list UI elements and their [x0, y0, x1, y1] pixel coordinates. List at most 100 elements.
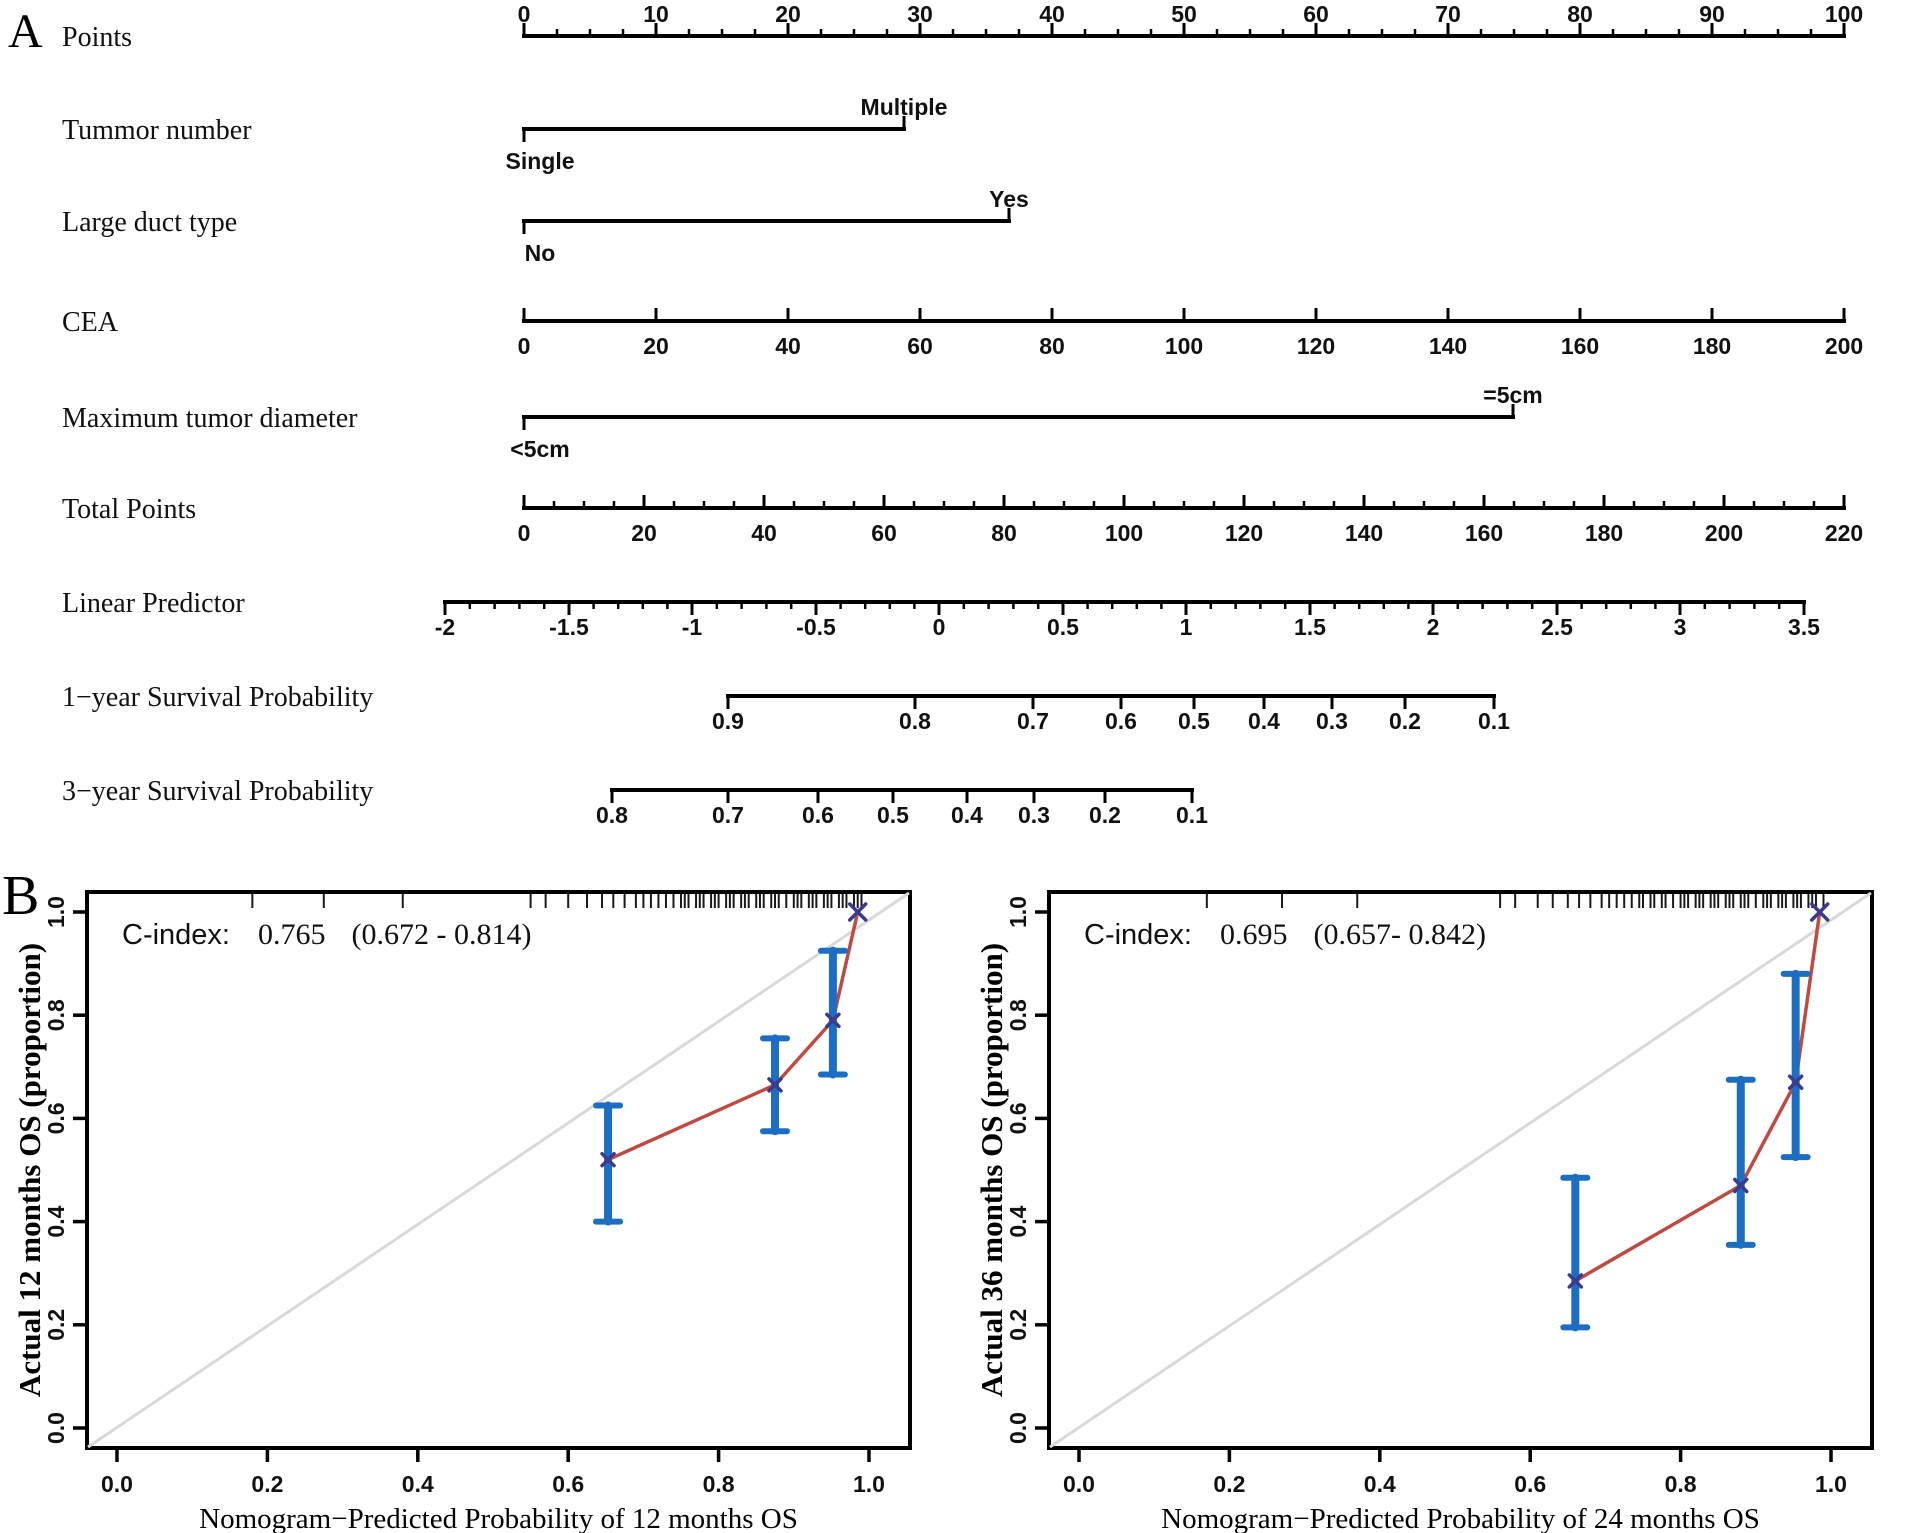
- y-tick-label: 0.4: [1005, 1205, 1031, 1237]
- tick-label: 0: [518, 1, 531, 27]
- tick-label: 100: [1165, 333, 1203, 359]
- c-index-text: C-index: 0.695 (0.657- 0.842): [1084, 918, 1486, 951]
- row-label: CEA: [62, 307, 119, 338]
- high-label: =5cm: [1483, 382, 1542, 408]
- row-label: Tummor number: [62, 115, 252, 146]
- nomogram-row-max-tumor-diameter: Maximum tumor diameter <5cm =5cm: [62, 382, 1543, 462]
- x-tick-label: 0.4: [402, 1471, 434, 1497]
- tick-label: 10: [643, 1, 669, 27]
- nomogram-row-linear-predictor: Linear Predictor -2 -1.5 -1 -0.5 0 0.5 1 1.5 2 2.5…: [62, 588, 1820, 640]
- x-tick-label: 0.2: [1213, 1471, 1245, 1497]
- y-tick-label: 0.8: [43, 999, 69, 1031]
- row-label: Total Points: [62, 494, 196, 525]
- tick-label: 0.3: [1018, 802, 1050, 828]
- y-tick-label: 0.6: [1005, 1102, 1031, 1134]
- plot-box: [1047, 890, 1874, 1450]
- high-label: Yes: [989, 186, 1029, 212]
- row-label: Large duct type: [62, 207, 237, 238]
- tick-label: 50: [1171, 1, 1197, 27]
- tick-label: 200: [1825, 333, 1863, 359]
- y-tick-label: 1.0: [1005, 896, 1031, 928]
- tick-label: 200: [1705, 520, 1743, 546]
- y-tick-label: 0.2: [43, 1309, 69, 1341]
- tick-label: 220: [1825, 520, 1863, 546]
- y-tick-label: 1.0: [43, 896, 69, 928]
- nomogram-row-survival-3yr: 3−year Survival Probability 0.8 0.7 0.6 0.5 0…: [62, 776, 1208, 828]
- tick-label: 120: [1225, 520, 1263, 546]
- point-marker: [767, 1077, 783, 1093]
- x-tick-label: 0.2: [251, 1471, 283, 1497]
- tick-label: -1.5: [549, 614, 589, 640]
- low-label: Single: [505, 148, 574, 174]
- tick-label: 70: [1435, 1, 1461, 27]
- point-marker: [1787, 1074, 1804, 1091]
- tick-label: 30: [907, 1, 933, 27]
- x-axis-title: Nomogram−Predicted Probability of 12 mon…: [199, 1503, 798, 1533]
- tick-label: 80: [1039, 333, 1065, 359]
- x-tick-label: 0.0: [101, 1471, 133, 1497]
- tick-label: 140: [1345, 520, 1383, 546]
- tick-label: 80: [991, 520, 1017, 546]
- nomogram-row-survival-1yr: 1−year Survival Probability 0.9 0.8 0.7 0.6 0…: [62, 682, 1510, 734]
- tick-label: 0: [933, 614, 946, 640]
- tick-label: 0.1: [1176, 802, 1208, 828]
- nomogram-row-tumor-number: Tummor number Single Multiple: [62, 94, 947, 174]
- tick-label: 100: [1825, 1, 1863, 27]
- tick-label: 20: [775, 1, 801, 27]
- tick-label: 40: [775, 333, 801, 359]
- nomogram-row-total-points: Total Points 0 20 40 60 80 100 120 140 160 180 200 2…: [62, 494, 1863, 546]
- tick-label: 80: [1567, 1, 1593, 27]
- high-label: Multiple: [861, 94, 948, 120]
- tick-label: -0.5: [796, 614, 836, 640]
- tick-label: 0.7: [712, 802, 744, 828]
- tick-label: 180: [1693, 333, 1731, 359]
- y-tick-label: 0.2: [1005, 1309, 1031, 1341]
- c-index-text: C-index: 0.765 (0.672 - 0.814): [122, 918, 531, 951]
- tick-label: 20: [643, 333, 669, 359]
- panel-a-label: A: [8, 5, 43, 58]
- reference-diagonal: [87, 891, 910, 1449]
- y-tick-label: 0.0: [1005, 1412, 1031, 1444]
- tick-label: 1: [1180, 614, 1193, 640]
- x-tick-label: 0.8: [1665, 1471, 1697, 1497]
- tick-label: 0.6: [1105, 708, 1137, 734]
- tick-label: 0.5: [1047, 614, 1079, 640]
- tick-label: 2.5: [1541, 614, 1573, 640]
- tick-label: 0.7: [1017, 708, 1049, 734]
- tick-label: 0.8: [596, 802, 628, 828]
- point-marker: [1809, 902, 1830, 922]
- tick-label: 0.5: [877, 802, 909, 828]
- low-label: <5cm: [510, 436, 569, 462]
- tick-label: 40: [751, 520, 777, 546]
- row-label: 1−year Survival Probability: [62, 682, 373, 713]
- tick-label: 2: [1427, 614, 1440, 640]
- row-label: Maximum tumor diameter: [62, 403, 358, 434]
- calibration-line: [1574, 911, 1822, 1283]
- tick-label: 0.6: [802, 802, 834, 828]
- x-tick-label: 0.6: [1514, 1471, 1546, 1497]
- tick-label: 180: [1585, 520, 1623, 546]
- nomogram-row-cea: CEA 0 20 40 60 80 100 120 140 160 180 200: [62, 307, 1863, 359]
- tick-label: 0.5: [1178, 708, 1210, 734]
- tick-label: 3: [1674, 614, 1687, 640]
- tick-label: 90: [1699, 1, 1725, 27]
- point-marker: [600, 1151, 616, 1168]
- tick-label: 0: [518, 520, 531, 546]
- nomogram-row-points: Points 0 10 20 30 40 50 60 70 80 90 100: [62, 1, 1863, 53]
- tick-label: 120: [1297, 333, 1335, 359]
- x-tick-label: 1.0: [853, 1471, 885, 1497]
- tick-label: 60: [871, 520, 897, 546]
- x-tick-label: 1.0: [1815, 1471, 1847, 1497]
- y-tick-label: 0.4: [43, 1205, 69, 1237]
- row-label: Linear Predictor: [62, 588, 245, 619]
- tick-label: 100: [1105, 520, 1143, 546]
- tick-label: 160: [1561, 333, 1599, 359]
- tick-label: -1: [682, 614, 703, 640]
- tick-label: 20: [631, 520, 657, 546]
- tick-label: 0.2: [1089, 802, 1121, 828]
- low-label: No: [525, 240, 556, 266]
- reference-diagonal: [1049, 891, 1872, 1449]
- plot-box: [85, 890, 912, 1450]
- tick-label: 40: [1039, 1, 1065, 27]
- y-axis-title: Actual 12 months OS (proportion): [12, 943, 47, 1397]
